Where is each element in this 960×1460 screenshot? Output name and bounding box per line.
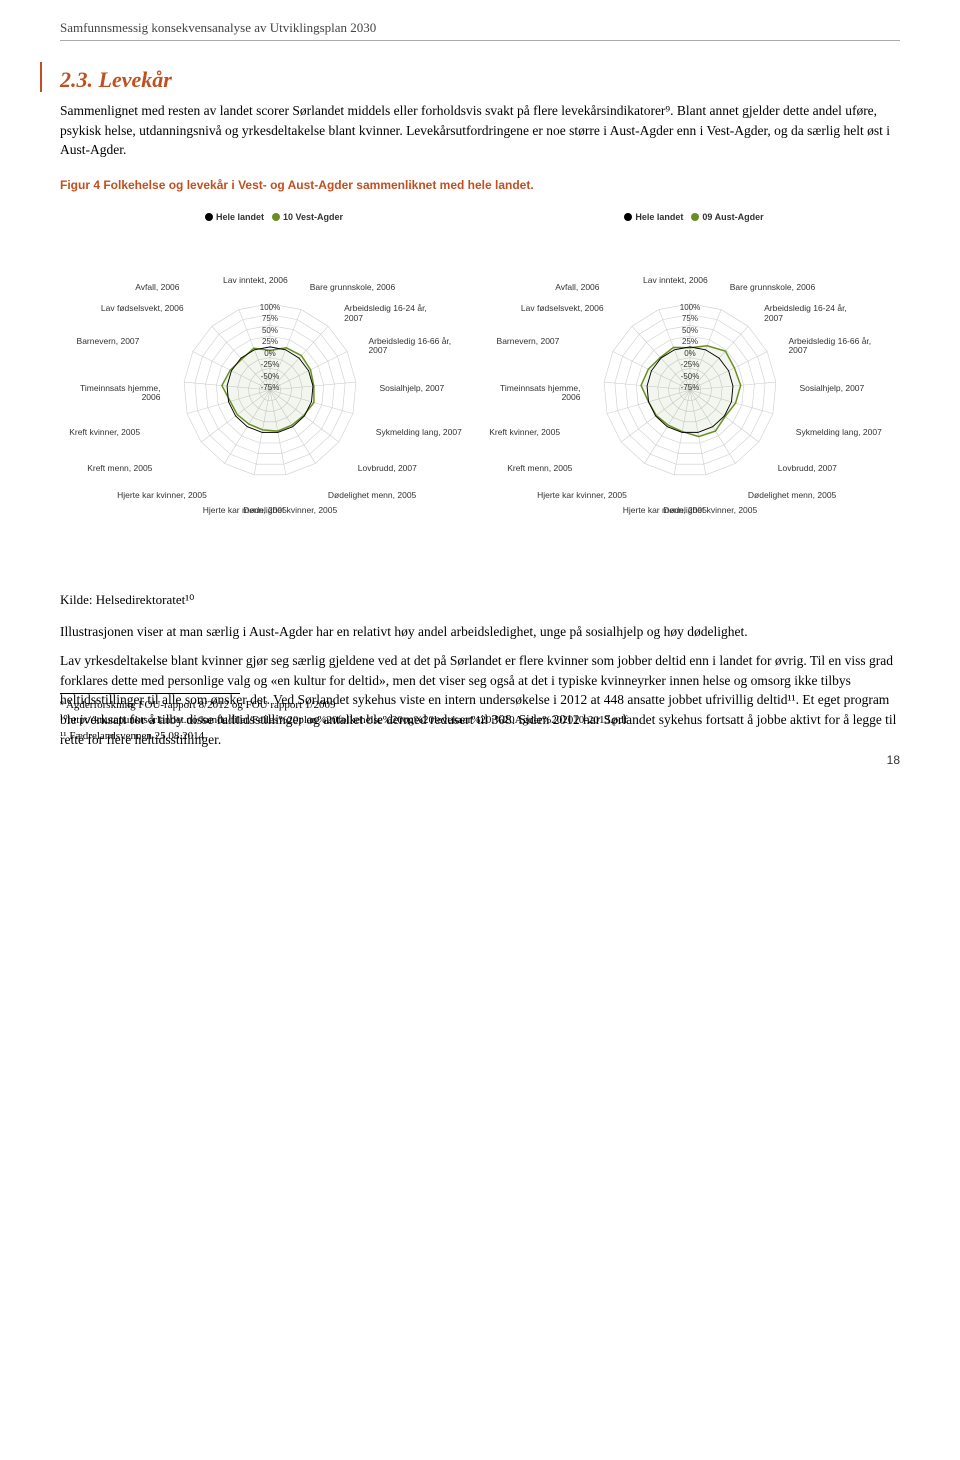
charts-row: Hele landet10 Vest-Agder100%75%50%25%0%-…: [60, 212, 900, 572]
radar-chart-aust-agder: Hele landet09 Aust-Agder100%75%50%25%0%-…: [490, 212, 890, 572]
figure-source: Kilde: Helsedirektoratet¹⁰: [60, 592, 900, 608]
footnote-11: ¹¹ Fædrelandsvennen 25.08.2014: [60, 729, 900, 744]
radar-chart-vest-agder: Hele landet10 Vest-Agder100%75%50%25%0%-…: [70, 212, 470, 572]
footnote-9: ⁹ Agderforskning FOU-rapport 8/2012 og F…: [60, 698, 900, 713]
figure-caption: Figur 4 Folkehelse og levekår i Vest- og…: [60, 178, 900, 192]
page-number: 18: [887, 753, 900, 767]
paragraph-illustration: Illustrasjonen viser at man særlig i Aus…: [60, 622, 900, 642]
footnotes: ⁹ Agderforskning FOU-rapport 8/2012 og F…: [60, 689, 900, 746]
paragraph-intro: Sammenlignet med resten av landet scorer…: [60, 101, 900, 160]
section-heading: 2.3. Levekår: [60, 67, 900, 93]
running-header: Samfunnsmessig konsekvensanalyse av Utvi…: [60, 20, 900, 41]
side-rule: [40, 62, 42, 92]
footnote-10: ¹⁰http://knutepunktsorlandet.no/kunde/fi…: [60, 713, 900, 728]
